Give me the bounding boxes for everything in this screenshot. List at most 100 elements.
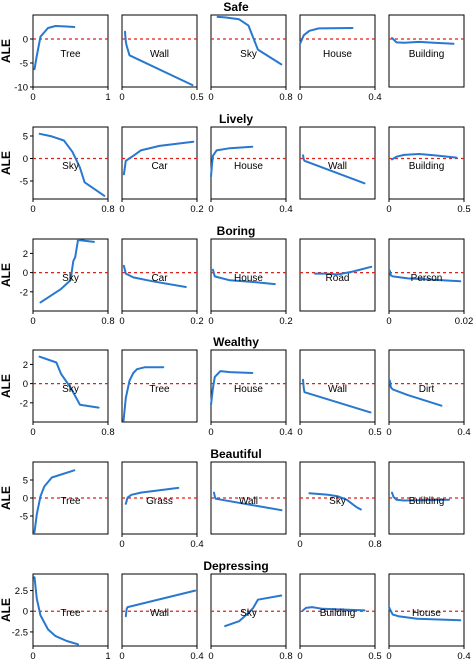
panel-feature-label: Sky	[62, 273, 79, 284]
row-title: Lively	[219, 112, 253, 126]
panel-tree: Tree	[121, 349, 198, 423]
panel-frame	[388, 238, 465, 312]
row-title: Safe	[223, 0, 249, 14]
row-title: Beautiful	[210, 447, 261, 461]
panel-building: Building	[388, 14, 465, 88]
panel-person: Person 0 0.02	[386, 238, 474, 327]
panel-feature-label: Sky	[62, 384, 79, 395]
panel-wall: Wall 0 0.5	[297, 349, 382, 438]
panel-feature-label: Dirt	[419, 384, 435, 395]
y-tick-label: 2.5	[15, 586, 28, 597]
panel-frame	[299, 14, 376, 88]
ale-series-line	[391, 153, 458, 161]
ale-series-line	[302, 606, 366, 612]
y-axis-label: ALE	[0, 598, 13, 622]
ale-series-line	[391, 491, 450, 502]
panel-building: Building	[388, 461, 465, 535]
panel-frame	[121, 238, 198, 312]
x-tick-label: 0	[119, 92, 124, 103]
panel-building: Building 0 0.5	[386, 126, 471, 215]
ale-series-line	[302, 378, 372, 414]
panel-feature-label: House	[412, 608, 441, 619]
panel-feature-label: Person	[411, 273, 443, 284]
y-tick-label: 0	[23, 154, 28, 165]
y-tick-label: 0	[23, 379, 28, 390]
x-tick-label: 0.4	[190, 651, 203, 662]
panel-feature-label: Wall	[150, 608, 169, 619]
panel-frame	[210, 238, 287, 312]
ale-series-line	[391, 37, 455, 45]
y-tick-label: 0	[23, 268, 28, 279]
panel-feature-label: House	[323, 49, 352, 60]
x-tick-label: 0.8	[101, 316, 114, 327]
ale-series-line	[308, 492, 362, 511]
panel-frame	[32, 573, 109, 647]
y-axis-label: ALE	[0, 374, 13, 398]
ale-series-line	[213, 491, 283, 512]
panel-feature-label: Car	[151, 273, 168, 284]
x-tick-label: 0.2	[279, 316, 292, 327]
panel-house: House 0 0.4	[386, 573, 471, 662]
x-tick-label: 0	[386, 651, 391, 662]
ale-series-line	[216, 15, 283, 66]
x-tick-label: 0.4	[457, 427, 470, 438]
panel-tree: Tree 0 1 2.5 0 -2.5	[12, 573, 111, 662]
panel-feature-label: House	[234, 161, 263, 172]
x-tick-label: 0.5	[457, 204, 470, 215]
x-tick-label: 1	[105, 651, 110, 662]
ale-series-line	[388, 379, 443, 407]
panel-frame	[32, 126, 109, 200]
panel-frame	[121, 349, 198, 423]
panel-frame	[388, 349, 465, 423]
ale-series-line	[122, 264, 187, 288]
panel-sky: Sky 0 0.8	[208, 14, 293, 103]
ale-series-line	[211, 268, 276, 286]
x-tick-label: 0	[119, 204, 124, 215]
x-tick-label: 0	[119, 316, 124, 327]
panel-feature-label: Tree	[60, 496, 81, 507]
panel-frame	[210, 349, 287, 423]
panel-feature-label: Tree	[149, 384, 170, 395]
y-axis-label: ALE	[0, 486, 13, 510]
panel-feature-label: Grass	[146, 496, 173, 507]
panel-house: House 0 0.4	[208, 349, 293, 438]
y-tick-label: 2	[23, 249, 28, 260]
x-tick-label: 0	[30, 651, 35, 662]
panel-house: House 0 0.2	[208, 238, 293, 327]
panel-frame	[121, 14, 198, 88]
x-tick-label: 0	[119, 539, 124, 550]
chart-row-boring: Boring ALE Sky 0 0.8 2 0 -2 Car 0 0.2 House 0 0.2 Road…	[0, 224, 473, 327]
chart-row-lively: Lively ALE Sky 0 0.8 5 0 -5 Car 0 0.2 House 0 0.4 Wall…	[0, 112, 471, 215]
ale-series-line	[210, 370, 254, 406]
y-tick-label: -2.5	[12, 627, 28, 638]
panel-feature-label: Wall	[239, 496, 258, 507]
x-tick-label: 0.8	[368, 539, 381, 550]
x-tick-label: 0.2	[190, 204, 203, 215]
panel-sky: Sky 0 0.8	[208, 573, 293, 662]
panel-wall: Wall	[210, 461, 287, 535]
row-title: Boring	[217, 224, 256, 238]
panel-wall: Wall 0 0.4	[119, 573, 204, 662]
panel-tree: Tree 5 0 -5	[20, 461, 109, 535]
x-tick-label: 0	[30, 316, 35, 327]
y-tick-label: -2	[20, 398, 28, 409]
panel-feature-label: Building	[409, 161, 445, 172]
x-tick-label: 0	[297, 651, 302, 662]
x-tick-label: 0	[208, 427, 213, 438]
x-tick-label: 0.8	[279, 651, 292, 662]
x-tick-label: 0.4	[368, 92, 381, 103]
panel-feature-label: Car	[151, 161, 168, 172]
panel-frame	[32, 238, 109, 312]
y-tick-label: 0	[23, 494, 28, 505]
ale-series-line	[122, 140, 195, 176]
panel-frame	[388, 126, 465, 200]
x-tick-label: 0.02	[455, 316, 474, 327]
panel-feature-label: Wall	[328, 384, 347, 395]
y-tick-label: 0	[23, 35, 28, 46]
panel-feature-label: House	[234, 273, 263, 284]
panel-feature-label: Wall	[328, 161, 347, 172]
y-axis-label: ALE	[0, 39, 13, 63]
x-tick-label: 0.5	[190, 92, 203, 103]
